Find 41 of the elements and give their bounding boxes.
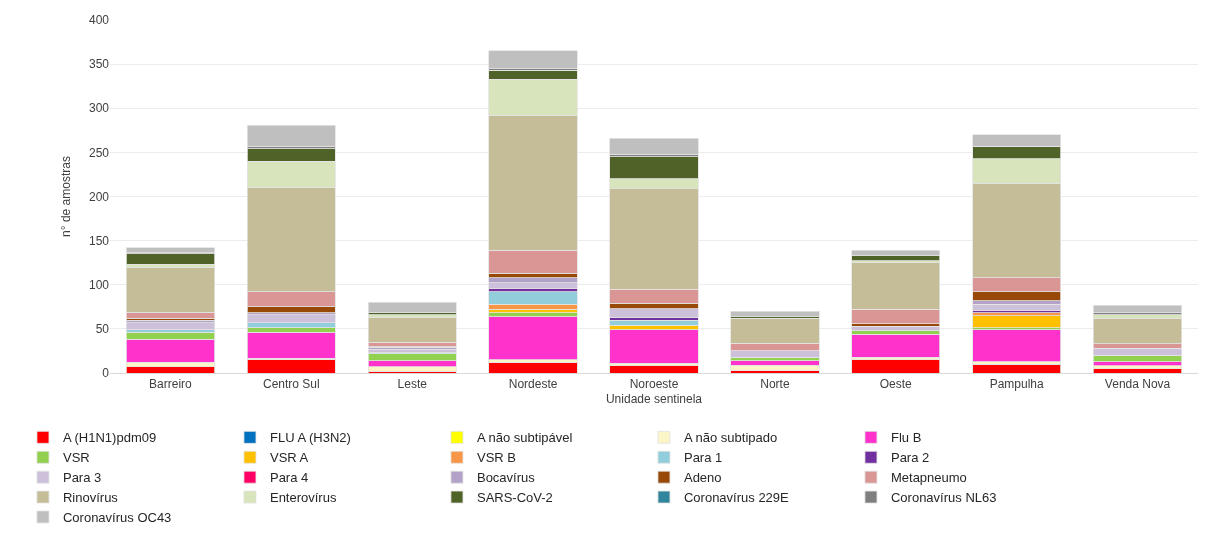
y-tick-label: 350 <box>88 57 110 72</box>
y-tick-label: 0 <box>102 366 110 381</box>
legend-label: A (H1N1)pdm09 <box>62 430 157 446</box>
legend-label: Para 3 <box>62 470 102 486</box>
legend-label: Flu B <box>890 430 922 446</box>
legend-label: Adeno <box>683 470 722 486</box>
y-tick-label: 150 <box>88 233 110 248</box>
x-tick-label: Venda Nova <box>1104 377 1171 392</box>
y-tick-label: 250 <box>88 145 110 160</box>
x-tick-label: Noroeste <box>629 377 679 392</box>
x-tick-label: Norte <box>760 377 790 392</box>
y-tick-label: 400 <box>88 13 110 28</box>
legend-label: Coronavírus 229E <box>683 490 790 506</box>
y-tick-label: 100 <box>88 277 110 292</box>
legend-label: VSR B <box>476 450 516 466</box>
legend-label: SARS-CoV-2 <box>476 490 553 506</box>
legend-label: Rinovírus <box>62 490 119 506</box>
legend-label: Para 4 <box>269 470 309 486</box>
legend-label: VSR <box>62 450 90 466</box>
x-tick-label: Pampulha <box>989 377 1045 392</box>
legend-label: Coronavírus OC43 <box>62 510 172 526</box>
legend-label: FLU A (H3N2) <box>269 430 351 446</box>
x-tick-label: Nordeste <box>508 377 558 392</box>
x-tick-label: Oeste <box>879 377 913 392</box>
x-tick-label: Centro Sul <box>262 377 320 392</box>
x-tick-label: Leste <box>397 377 428 392</box>
legend-label: A não subtipado <box>683 430 778 446</box>
legend-label: Para 1 <box>683 450 723 466</box>
y-tick-label: 50 <box>95 322 110 337</box>
legend-label: Para 2 <box>890 450 930 466</box>
x-tick-label: Barreiro <box>149 377 193 392</box>
legend-label: Enterovírus <box>269 490 337 506</box>
y-tick-label: 300 <box>88 101 110 116</box>
legend-label: Metapneumo <box>890 470 967 486</box>
legend-label: Bocavírus <box>476 470 536 486</box>
legend-label: Coronavírus NL63 <box>890 490 997 506</box>
y-axis-title: n° de amostras <box>59 156 74 237</box>
legend-label: A não subtipável <box>476 430 573 446</box>
y-tick-label: 200 <box>88 189 110 204</box>
x-axis-title: Unidade sentinela <box>605 392 703 407</box>
legend-label: VSR A <box>269 450 309 466</box>
